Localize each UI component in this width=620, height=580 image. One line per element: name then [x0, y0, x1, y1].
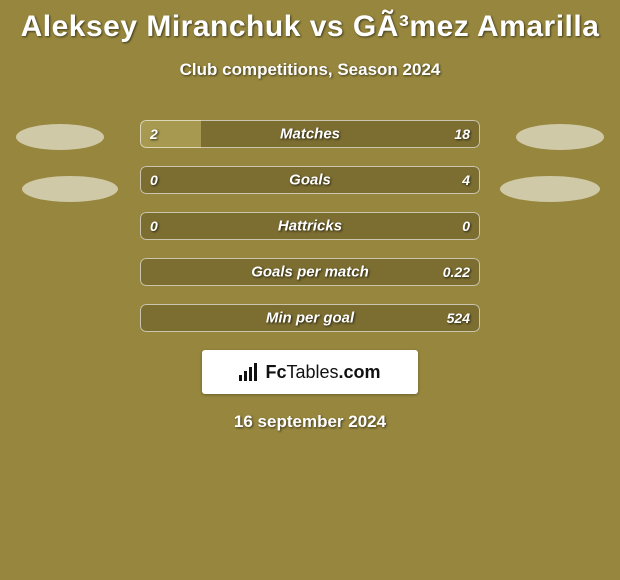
page-title: Aleksey Miranchuk vs GÃ³mez Amarilla — [0, 0, 620, 44]
stat-value-right: 0.22 — [443, 264, 470, 280]
team-badge-placeholder — [16, 124, 104, 150]
team-badge-placeholder — [516, 124, 604, 150]
stat-row: 524Min per goal — [0, 304, 620, 332]
bar-chart-icon — [239, 363, 257, 381]
stat-value-right: 0 — [462, 218, 470, 234]
stat-value-left: 2 — [150, 126, 158, 142]
subtitle: Club competitions, Season 2024 — [0, 60, 620, 80]
stat-bar: 218Matches — [140, 120, 480, 148]
stat-label: Hattricks — [140, 218, 480, 235]
date: 16 september 2024 — [0, 412, 620, 432]
stat-label: Goals — [140, 172, 480, 189]
logo-part-3: .com — [339, 362, 381, 382]
stats-container: 218Matches04Goals00Hattricks0.22Goals pe… — [0, 120, 620, 332]
team-badge-placeholder — [500, 176, 600, 202]
stat-bar: 0 0Hattricks — [140, 212, 480, 240]
logo-text: FcTables.com — [265, 362, 380, 383]
logo-part-1: Fc — [265, 362, 286, 382]
stat-value-right: 4 — [462, 172, 470, 188]
stat-value-left: 0 — [150, 218, 158, 234]
stat-value-right: 18 — [454, 126, 470, 142]
comparison-infographic: Aleksey Miranchuk vs GÃ³mez Amarilla Clu… — [0, 0, 620, 580]
stat-label: Goals per match — [140, 264, 480, 281]
stat-value-left: 0 — [150, 172, 158, 188]
stat-row: 0 0Hattricks — [0, 212, 620, 240]
stat-bar: 524Min per goal — [140, 304, 480, 332]
team-badge-placeholder — [22, 176, 118, 202]
stat-label: Min per goal — [140, 310, 480, 327]
stat-bar: 0.22Goals per match — [140, 258, 480, 286]
stat-value-right: 524 — [447, 310, 470, 326]
stat-row: 0.22Goals per match — [0, 258, 620, 286]
logo-part-2: Tables — [286, 362, 338, 382]
source-logo: FcTables.com — [202, 350, 418, 394]
stat-bar: 0 4Goals — [140, 166, 480, 194]
